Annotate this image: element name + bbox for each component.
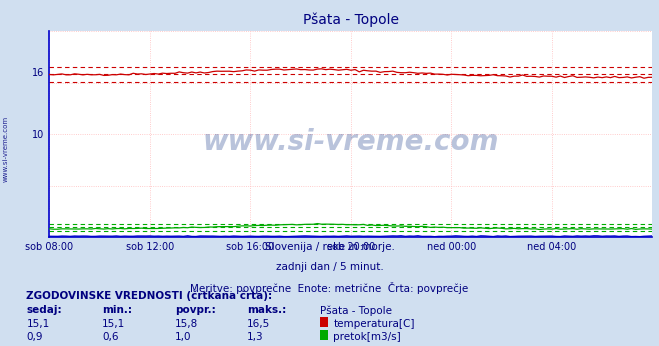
Text: min.:: min.: xyxy=(102,305,132,315)
Text: 0,9: 0,9 xyxy=(26,332,43,342)
Text: 0,6: 0,6 xyxy=(102,332,119,342)
Text: Pšata - Topole: Pšata - Topole xyxy=(320,305,391,316)
Text: 15,1: 15,1 xyxy=(26,319,49,329)
Text: temperatura[C]: temperatura[C] xyxy=(333,319,415,329)
Title: Pšata - Topole: Pšata - Topole xyxy=(303,13,399,27)
Text: povpr.:: povpr.: xyxy=(175,305,215,315)
Text: 1,3: 1,3 xyxy=(247,332,264,342)
Text: www.si-vreme.com: www.si-vreme.com xyxy=(203,128,499,156)
Text: www.si-vreme.com: www.si-vreme.com xyxy=(2,116,9,182)
Text: 16,5: 16,5 xyxy=(247,319,270,329)
Text: ZGODOVINSKE VREDNOSTI (črtkana črta):: ZGODOVINSKE VREDNOSTI (črtkana črta): xyxy=(26,291,272,301)
Text: Slovenija / reke in morje.: Slovenija / reke in morje. xyxy=(264,242,395,252)
Text: maks.:: maks.: xyxy=(247,305,287,315)
Text: 1,0: 1,0 xyxy=(175,332,191,342)
Text: zadnji dan / 5 minut.: zadnji dan / 5 minut. xyxy=(275,262,384,272)
Text: Meritve: povprečne  Enote: metrične  Črta: povprečje: Meritve: povprečne Enote: metrične Črta:… xyxy=(190,282,469,294)
Text: 15,8: 15,8 xyxy=(175,319,198,329)
Text: pretok[m3/s]: pretok[m3/s] xyxy=(333,332,401,342)
Text: 15,1: 15,1 xyxy=(102,319,125,329)
Text: sedaj:: sedaj: xyxy=(26,305,62,315)
